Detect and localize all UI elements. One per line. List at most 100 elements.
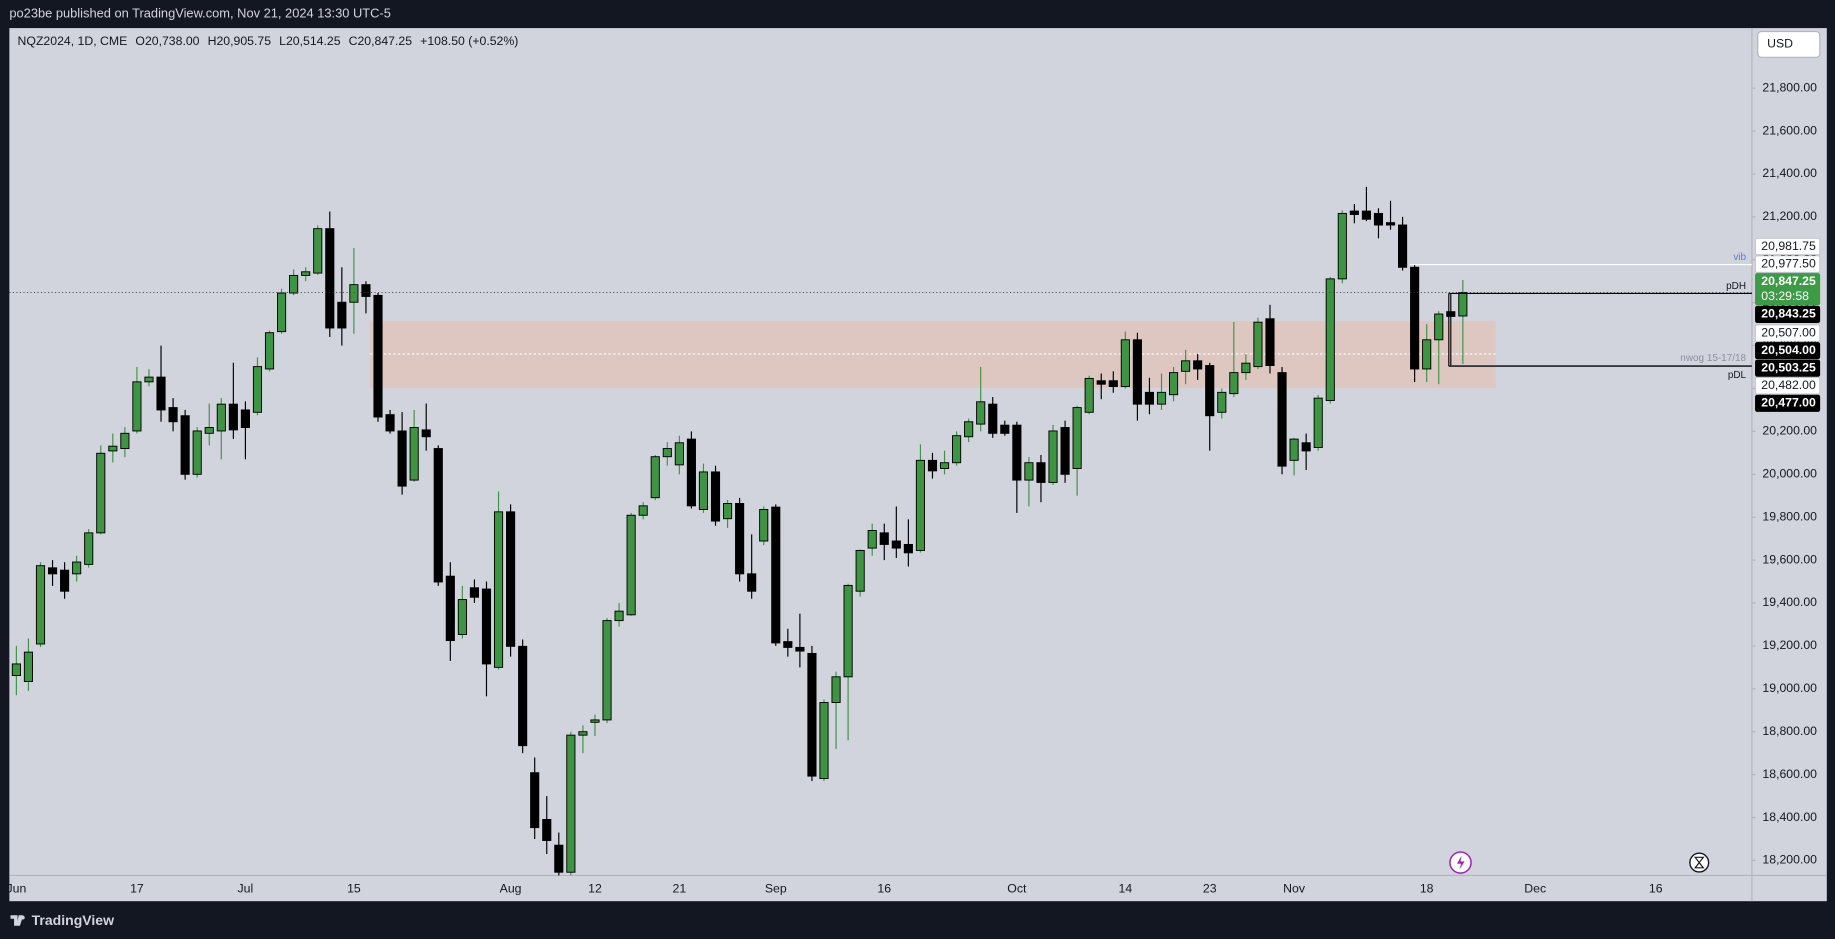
currency-button[interactable]	[1757, 31, 1821, 58]
candle-body	[843, 584, 853, 678]
x-tick-label: 12	[588, 882, 602, 896]
candle-body	[698, 471, 709, 510]
candle-body	[735, 503, 745, 575]
axes: 18,200.00 18,400.00 18,600.00 18,800.00 19,0…	[6, 80, 1821, 896]
x-tick-label: Oct	[1007, 882, 1027, 896]
candle-body	[144, 376, 154, 383]
candle-body	[216, 403, 226, 432]
candle-body	[228, 403, 238, 431]
candle-body	[506, 511, 516, 647]
candle-body	[1349, 210, 1359, 215]
candle-body	[349, 284, 359, 303]
candle-body	[361, 284, 371, 297]
candle-body	[939, 462, 950, 469]
symbol: NQZ2024, 1D, CME	[18, 34, 128, 48]
candle-body	[289, 274, 299, 294]
candle-body	[132, 381, 142, 432]
candle-body	[1012, 424, 1022, 481]
candle-body	[1096, 380, 1106, 385]
x-tick-label: 23	[1203, 882, 1217, 896]
y-tick-label: 19,200.00	[1762, 638, 1817, 652]
candle-body	[1385, 222, 1396, 226]
candle-body	[964, 421, 974, 438]
candle-body	[1337, 212, 1347, 280]
price-label-box	[1755, 377, 1821, 395]
candle-body	[481, 588, 492, 665]
candle-body	[1144, 391, 1155, 405]
candle-body	[807, 652, 817, 777]
level-label: nwog 15-17/18	[1680, 353, 1746, 364]
y-tick-label: 19,000.00	[1762, 681, 1817, 695]
candle-body	[879, 532, 889, 545]
candle-body	[1434, 313, 1444, 341]
candle-body	[325, 228, 335, 329]
candle-body	[891, 540, 901, 549]
publish-info: po23be published on TradingView.com, Nov…	[9, 5, 390, 20]
candle-body	[264, 332, 275, 370]
y-tick-label: 20,200.00	[1762, 424, 1817, 438]
y-tick-label: 19,400.00	[1762, 595, 1817, 609]
candle-body	[650, 456, 660, 499]
y-tick-label: 19,600.00	[1762, 552, 1817, 566]
candle-body	[1373, 212, 1384, 226]
candle-body	[1229, 372, 1239, 395]
price-label: 20,843.25	[1761, 307, 1816, 321]
price-label-box	[1755, 237, 1821, 256]
candle-body	[156, 376, 166, 411]
candle-body	[566, 734, 576, 873]
candle-body	[783, 641, 793, 648]
candle-body	[60, 569, 70, 592]
candle-body	[35, 565, 46, 645]
candle-body	[1217, 391, 1227, 413]
x-tick-label: 15	[347, 882, 361, 896]
y-tick-label: 21,600.00	[1762, 123, 1817, 137]
price-label: 20,847.25	[1761, 274, 1816, 288]
candle-body	[674, 442, 684, 466]
candle-body	[952, 435, 962, 464]
icon-hourglass[interactable]	[1693, 856, 1705, 869]
candle-body	[638, 505, 648, 516]
candle-body	[518, 645, 528, 747]
candle-body	[11, 663, 21, 676]
candle-body	[469, 587, 479, 598]
candle-body	[530, 772, 540, 829]
candle-body	[1325, 278, 1335, 401]
x-tick-label: 17	[130, 882, 144, 896]
price-label: 20,477.00	[1761, 396, 1816, 410]
currency[interactable]: USD	[1767, 37, 1793, 51]
candle-body	[204, 427, 214, 434]
candle-body	[1000, 424, 1010, 434]
candle-body	[1193, 360, 1203, 370]
candle-body	[795, 646, 805, 652]
candle-body	[927, 459, 938, 472]
y-tick-label: 18,800.00	[1762, 724, 1817, 738]
legend-close: C20,847.25	[349, 34, 413, 48]
level-label: pDL	[1728, 370, 1747, 381]
candle-body	[759, 509, 769, 542]
price-label: 20,482.00	[1761, 378, 1816, 392]
candle-body	[1036, 462, 1046, 483]
price-label: 20,503.25	[1761, 360, 1816, 374]
timer-icon[interactable]	[1689, 852, 1710, 873]
candle-body	[72, 561, 82, 575]
candle-body	[385, 414, 395, 432]
candle-body	[1361, 210, 1371, 220]
price-label: 20,977.50	[1761, 256, 1816, 270]
candle-body	[722, 503, 733, 520]
candle-body	[1313, 397, 1323, 448]
candle-body	[445, 575, 455, 642]
icon-bolt[interactable]	[1456, 855, 1465, 870]
candle-body	[1458, 292, 1468, 317]
candle-body	[1120, 339, 1130, 388]
replay-icon[interactable]	[1449, 851, 1472, 874]
candle-body	[1289, 438, 1299, 461]
candle-body	[1132, 339, 1142, 405]
candle-body	[120, 432, 130, 450]
legend: NQZ2024, 1D, CME O20,738.00 H20,905.75 L…	[18, 34, 519, 48]
x-tick-label: 18	[1420, 882, 1434, 896]
price-label: 20,504.00	[1761, 343, 1816, 357]
candle-body	[1422, 339, 1432, 370]
candle-body	[493, 511, 504, 668]
plot: vib pDH nwog 15-17/18 pDL	[9, 186, 1752, 876]
